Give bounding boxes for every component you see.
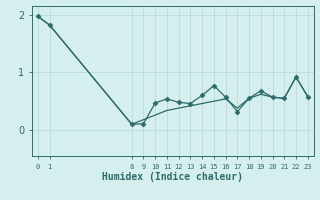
X-axis label: Humidex (Indice chaleur): Humidex (Indice chaleur) [102, 172, 243, 182]
